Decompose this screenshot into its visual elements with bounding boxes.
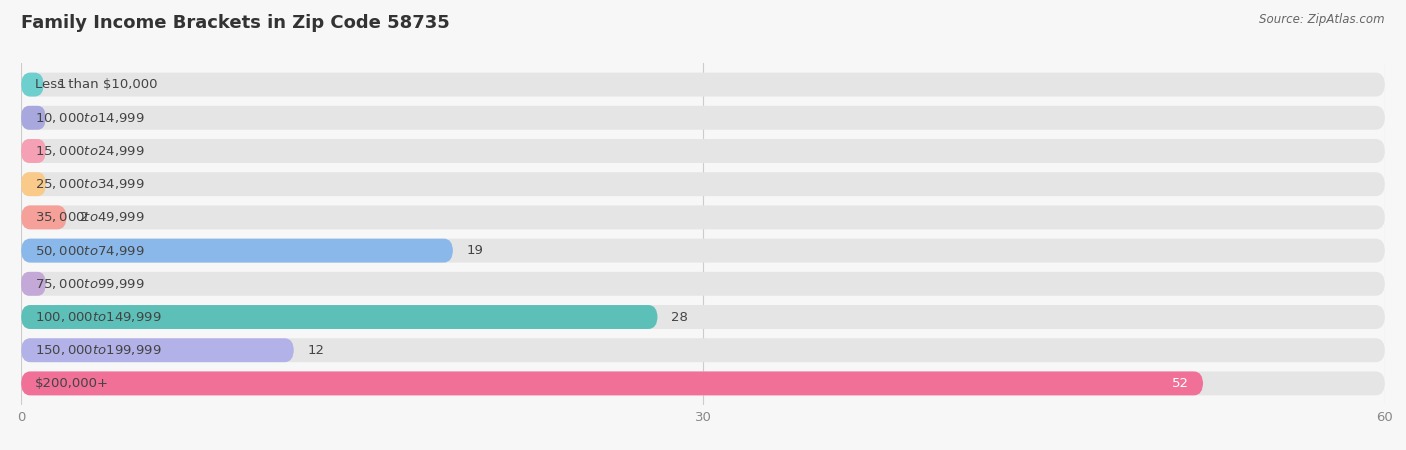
Text: $25,000 to $34,999: $25,000 to $34,999 bbox=[35, 177, 145, 191]
FancyBboxPatch shape bbox=[21, 338, 1385, 362]
FancyBboxPatch shape bbox=[21, 272, 1385, 296]
Text: $10,000 to $14,999: $10,000 to $14,999 bbox=[35, 111, 145, 125]
FancyBboxPatch shape bbox=[21, 238, 453, 262]
FancyBboxPatch shape bbox=[21, 305, 1385, 329]
Text: Family Income Brackets in Zip Code 58735: Family Income Brackets in Zip Code 58735 bbox=[21, 14, 450, 32]
FancyBboxPatch shape bbox=[21, 106, 1385, 130]
FancyBboxPatch shape bbox=[21, 139, 1385, 163]
FancyBboxPatch shape bbox=[21, 238, 1385, 262]
FancyBboxPatch shape bbox=[21, 72, 44, 97]
FancyBboxPatch shape bbox=[21, 106, 45, 130]
Text: Less than $10,000: Less than $10,000 bbox=[35, 78, 157, 91]
Text: $50,000 to $74,999: $50,000 to $74,999 bbox=[35, 243, 145, 257]
FancyBboxPatch shape bbox=[21, 206, 1385, 230]
Text: Source: ZipAtlas.com: Source: ZipAtlas.com bbox=[1260, 14, 1385, 27]
Text: $35,000 to $49,999: $35,000 to $49,999 bbox=[35, 211, 145, 225]
Text: 12: 12 bbox=[308, 344, 325, 357]
FancyBboxPatch shape bbox=[21, 338, 294, 362]
Text: 2: 2 bbox=[80, 211, 89, 224]
Text: $15,000 to $24,999: $15,000 to $24,999 bbox=[35, 144, 145, 158]
Text: $150,000 to $199,999: $150,000 to $199,999 bbox=[35, 343, 162, 357]
FancyBboxPatch shape bbox=[21, 272, 45, 296]
Text: 19: 19 bbox=[467, 244, 484, 257]
FancyBboxPatch shape bbox=[21, 206, 66, 230]
Text: $200,000+: $200,000+ bbox=[35, 377, 108, 390]
Text: $75,000 to $99,999: $75,000 to $99,999 bbox=[35, 277, 145, 291]
Text: 28: 28 bbox=[671, 310, 688, 324]
Text: 1: 1 bbox=[58, 78, 66, 91]
FancyBboxPatch shape bbox=[21, 172, 45, 196]
Text: $100,000 to $149,999: $100,000 to $149,999 bbox=[35, 310, 162, 324]
FancyBboxPatch shape bbox=[21, 371, 1385, 396]
FancyBboxPatch shape bbox=[21, 371, 1204, 396]
FancyBboxPatch shape bbox=[21, 72, 1385, 97]
Text: 52: 52 bbox=[1173, 377, 1189, 390]
FancyBboxPatch shape bbox=[21, 172, 1385, 196]
FancyBboxPatch shape bbox=[21, 305, 658, 329]
FancyBboxPatch shape bbox=[21, 139, 45, 163]
